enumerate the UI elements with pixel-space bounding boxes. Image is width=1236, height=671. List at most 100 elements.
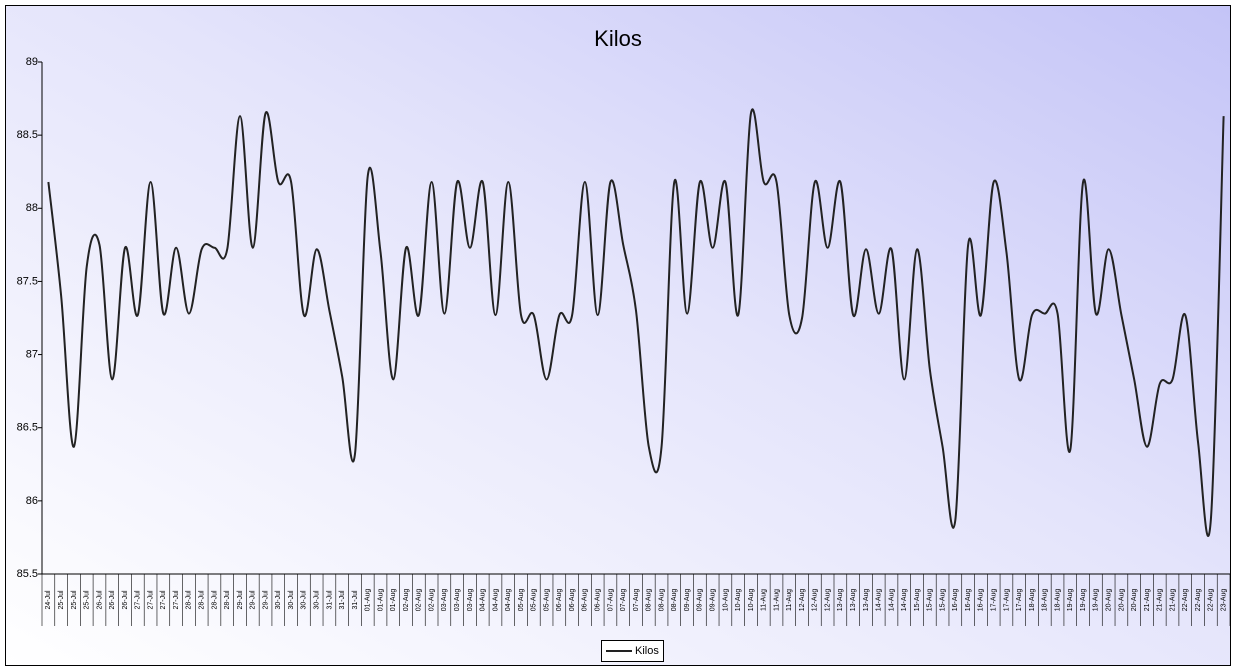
- x-tick-label: 15-Aug: [927, 589, 934, 612]
- x-tick-label: 25-Jul: [84, 590, 91, 610]
- x-tick-label: 08-Aug: [658, 589, 665, 612]
- x-tick-label: 28-Jul: [199, 590, 206, 610]
- x-tick-label: 29-Jul: [237, 590, 244, 610]
- x-tick-label: 16-Aug: [952, 589, 959, 612]
- x-tick-label: 23-Aug: [1220, 589, 1227, 612]
- x-tick-label: 14-Aug: [901, 589, 908, 612]
- x-tick-label: 20-Aug: [1105, 589, 1112, 612]
- x-tick-label: 02-Aug: [416, 589, 423, 612]
- x-tick-label: 25-Jul: [71, 590, 78, 610]
- x-tick-label: 04-Aug: [505, 589, 512, 612]
- x-tick-label: 06-Aug: [569, 589, 576, 612]
- x-tick-label: 16-Aug: [965, 589, 972, 612]
- x-tick-label: 04-Aug: [492, 589, 499, 612]
- y-tick-label: 87.5: [17, 275, 38, 287]
- x-tick-label: 22-Aug: [1195, 589, 1202, 612]
- x-tick-label: 06-Aug: [595, 589, 602, 612]
- x-tick-label: 02-Aug: [403, 589, 410, 612]
- x-tick-label: 17-Aug: [991, 589, 998, 612]
- x-tick-label: 12-Aug: [812, 589, 819, 612]
- y-tick-label: 86: [26, 495, 38, 507]
- x-tick-label: 06-Aug: [582, 589, 589, 612]
- legend-label: Kilos: [635, 645, 659, 657]
- x-tick-label: 04-Aug: [480, 589, 487, 612]
- x-tick-label: 11-Aug: [786, 589, 793, 611]
- x-tick-label: 27-Jul: [173, 590, 180, 610]
- x-tick-label: 26-Jul: [109, 590, 116, 610]
- x-tick-label: 06-Aug: [556, 589, 563, 612]
- x-tick-label: 21-Aug: [1169, 589, 1176, 612]
- y-tick-label: 89: [26, 56, 38, 68]
- x-tick-label: 19-Aug: [1067, 589, 1074, 612]
- x-tick-label: 14-Aug: [888, 589, 895, 612]
- x-tick-label: 31-Jul: [352, 590, 359, 610]
- x-tick-label: 12-Aug: [799, 589, 806, 612]
- x-tick-label: 22-Aug: [1182, 589, 1189, 612]
- x-tick-label: 03-Aug: [441, 589, 448, 612]
- x-tick-label: 08-Aug: [646, 589, 653, 612]
- x-tick-label: 01-Aug: [377, 589, 384, 612]
- legend: [601, 640, 664, 662]
- x-tick-label: 09-Aug: [709, 589, 716, 612]
- x-tick-label: 19-Aug: [1080, 589, 1087, 612]
- x-tick-label: 09-Aug: [697, 589, 704, 612]
- y-tick-label: 85.5: [17, 568, 38, 580]
- data-line: [47, 108, 1225, 537]
- x-tick-label: 03-Aug: [454, 589, 461, 612]
- x-tick-label: 18-Aug: [1054, 589, 1061, 612]
- x-tick-label: 26-Jul: [96, 590, 103, 610]
- chart-title: Kilos: [594, 26, 642, 51]
- x-tick-label: 27-Jul: [147, 590, 154, 610]
- x-tick-label: 21-Aug: [1157, 589, 1164, 612]
- x-tick-label: 29-Jul: [250, 590, 257, 610]
- y-tick-label: 88: [26, 202, 38, 214]
- x-tick-label: 15-Aug: [939, 589, 946, 612]
- x-tick-label: 26-Jul: [122, 590, 129, 610]
- x-tick-label: 20-Aug: [1131, 589, 1138, 612]
- y-tick-label: 87: [26, 348, 38, 360]
- x-tick-label: 18-Aug: [1029, 589, 1036, 612]
- x-tick-label: 20-Aug: [1118, 589, 1125, 612]
- x-tick-label: 12-Aug: [824, 589, 831, 612]
- x-tick-label: 31-Jul: [326, 590, 333, 610]
- x-tick-label: 05-Aug: [518, 589, 525, 612]
- x-tick-label: 13-Aug: [837, 589, 844, 612]
- x-tick-label: 11-Aug: [773, 589, 780, 611]
- x-tick-label: 07-Aug: [620, 589, 627, 612]
- x-tick-label: 02-Aug: [428, 589, 435, 612]
- x-tick-label: 30-Jul: [313, 590, 320, 610]
- x-tick-label: 24-Jul: [45, 590, 52, 610]
- x-tick-label: 22-Aug: [1208, 589, 1215, 612]
- x-tick-label: 17-Aug: [1003, 589, 1010, 612]
- x-tick-label: 15-Aug: [914, 589, 921, 612]
- x-tick-label: 27-Jul: [160, 590, 167, 610]
- y-tick-label: 86.5: [17, 422, 38, 434]
- x-tick-label: 25-Jul: [58, 590, 65, 610]
- x-tick-label: 30-Jul: [301, 590, 308, 610]
- chart-frame: [5, 5, 1231, 666]
- x-tick-label: 01-Aug: [390, 589, 397, 612]
- x-tick-label: 19-Aug: [1093, 589, 1100, 612]
- x-tick-label: 28-Jul: [211, 590, 218, 610]
- x-tick-label: 30-Jul: [275, 590, 282, 610]
- x-tick-label: 08-Aug: [671, 589, 678, 612]
- x-tick-label: 11-Aug: [761, 589, 768, 611]
- x-tick-label: 10-Aug: [735, 589, 742, 612]
- x-tick-label: 13-Aug: [863, 589, 870, 612]
- x-tick-label: 03-Aug: [467, 589, 474, 612]
- x-tick-label: 05-Aug: [543, 589, 550, 612]
- x-tick-label: 27-Jul: [135, 590, 142, 610]
- x-tick-label: 16-Aug: [978, 589, 985, 612]
- y-tick-label: 88.5: [17, 129, 38, 141]
- x-tick-label: 05-Aug: [531, 589, 538, 612]
- x-tick-label: 01-Aug: [365, 589, 372, 612]
- x-tick-label: 17-Aug: [1016, 589, 1023, 612]
- x-tick-label: 09-Aug: [684, 589, 691, 612]
- x-tick-label: 29-Jul: [262, 590, 269, 610]
- x-tick-label: 10-Aug: [748, 589, 755, 612]
- x-tick-label: 10-Aug: [722, 589, 729, 612]
- x-tick-label: 28-Jul: [224, 590, 231, 610]
- x-tick-label: 18-Aug: [1042, 589, 1049, 612]
